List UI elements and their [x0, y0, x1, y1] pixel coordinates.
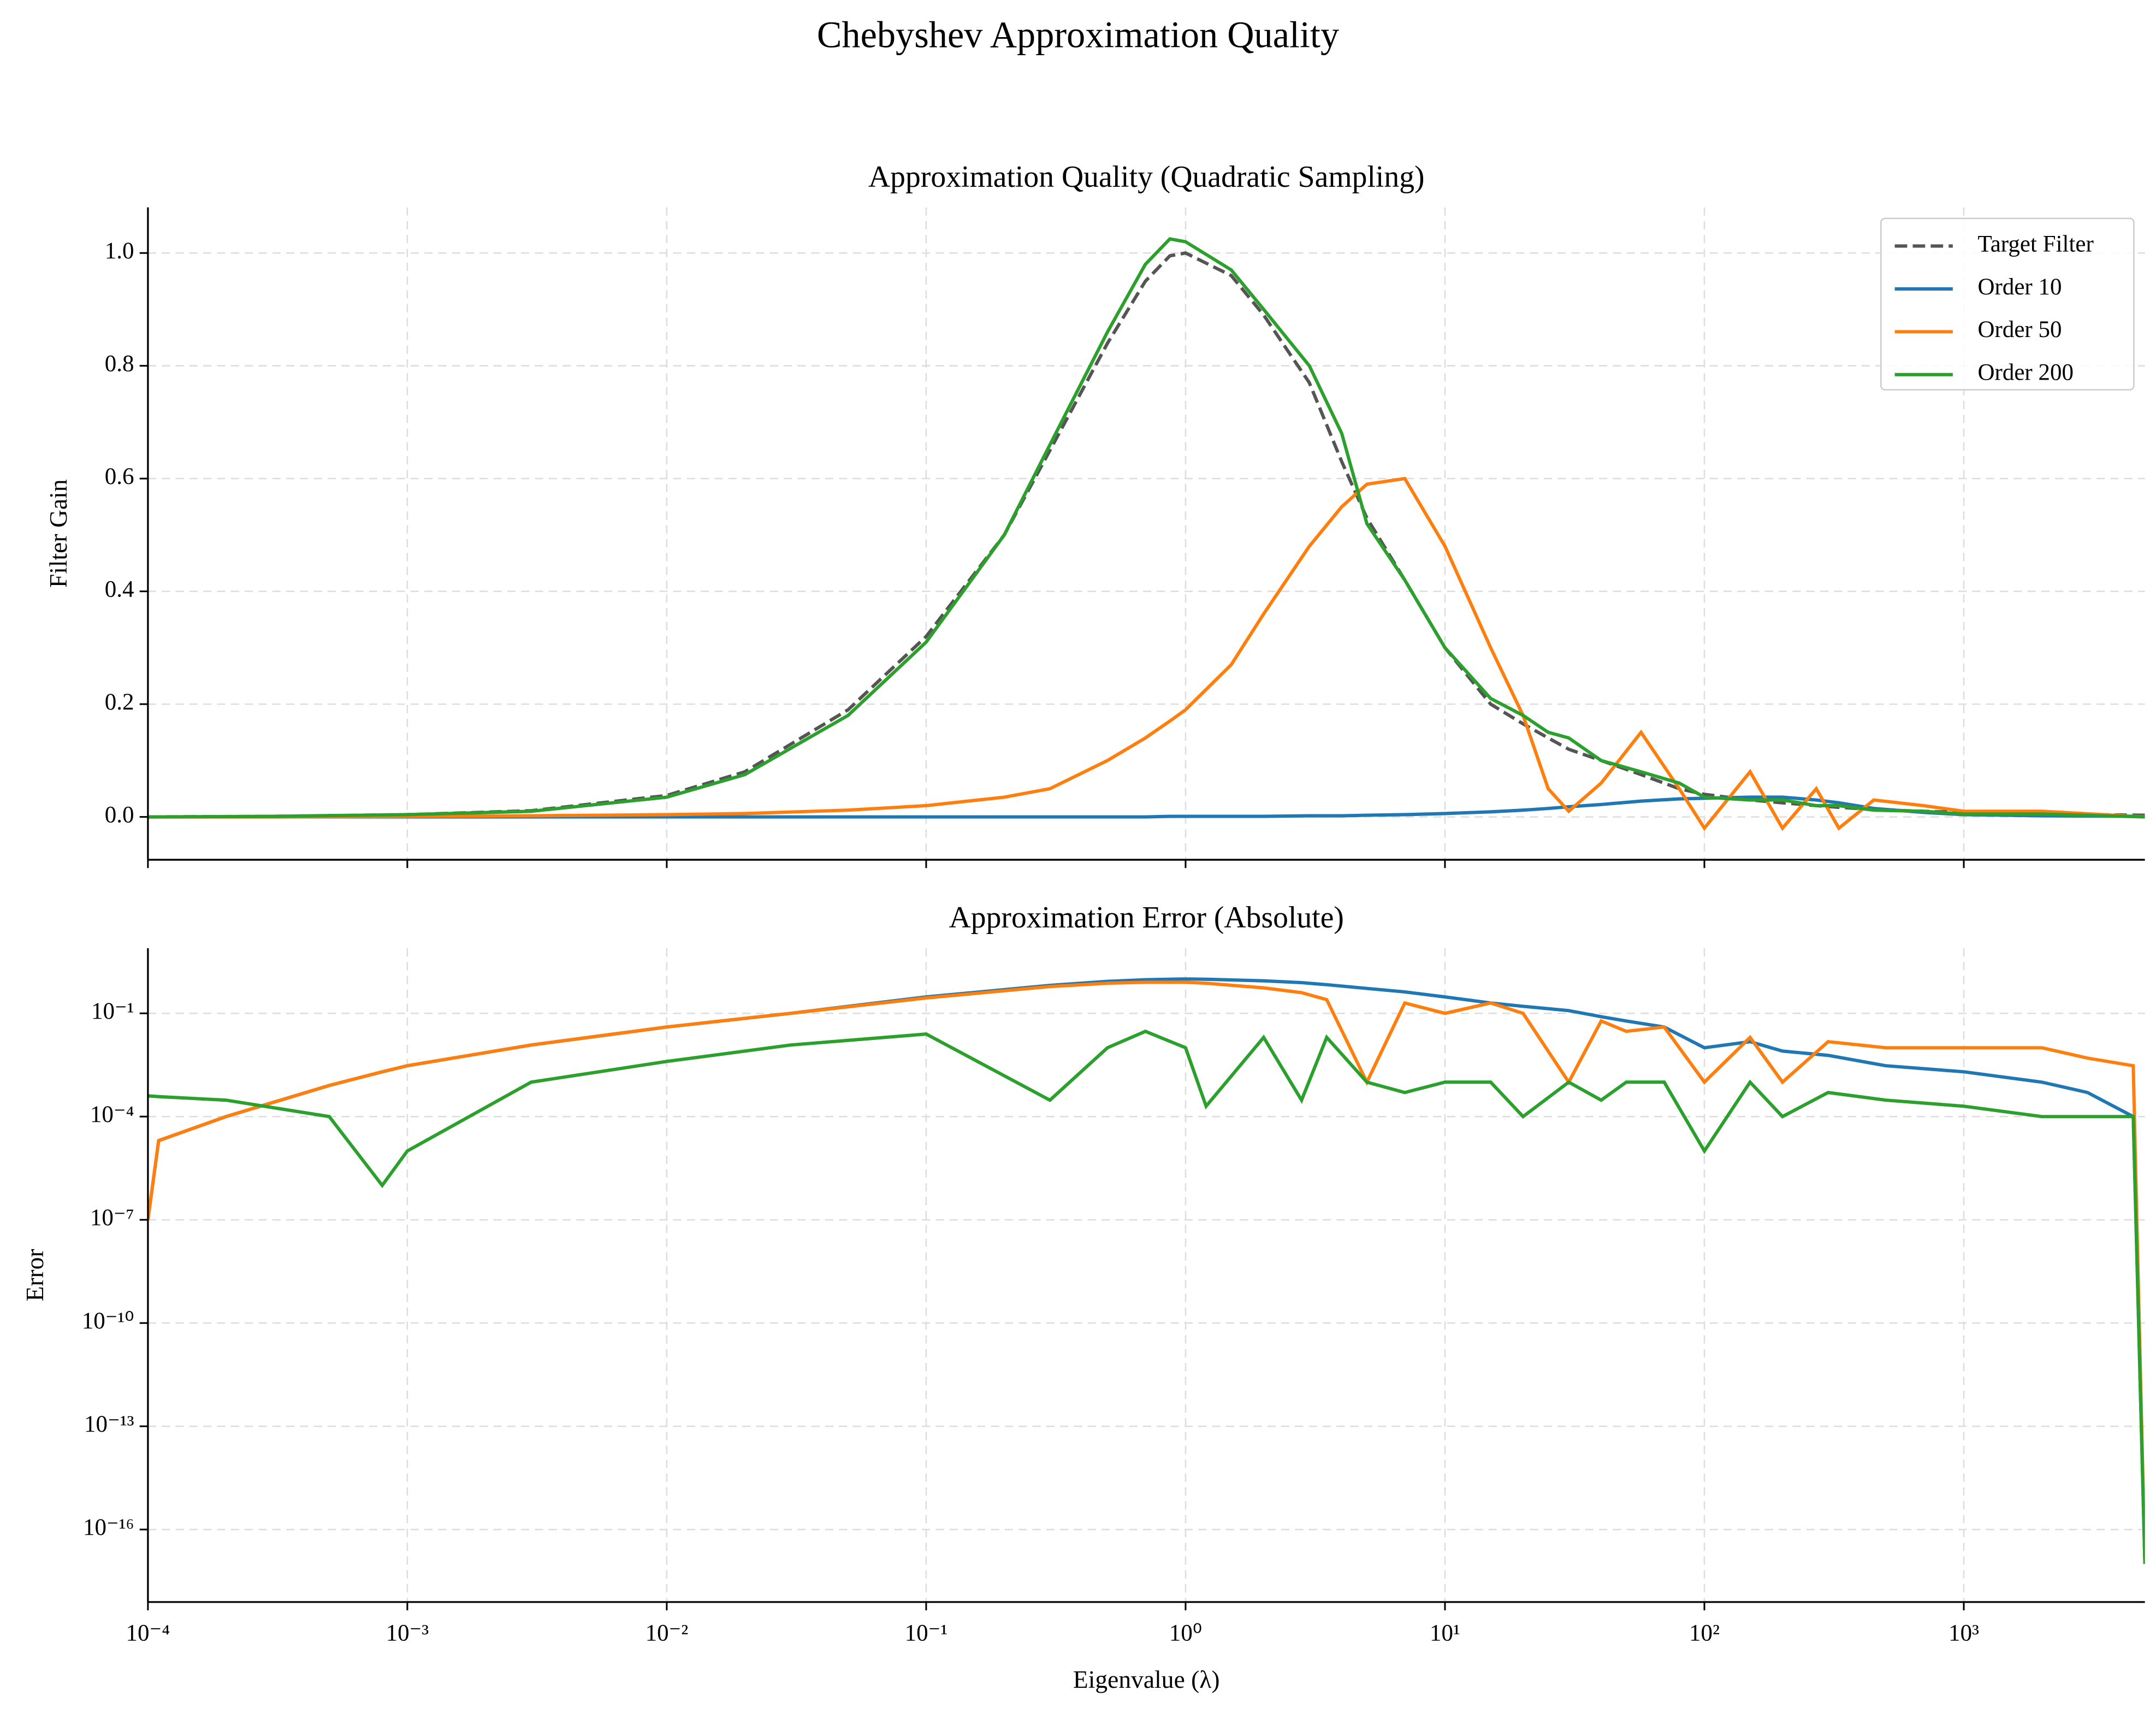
- series-line: [147, 1029, 2145, 1564]
- x-tick-label: 10⁻²: [645, 1621, 689, 1646]
- y-tick-label: 0.4: [105, 577, 134, 602]
- legend-label: Order 10: [1977, 274, 2062, 300]
- y-tick-label: 10⁻⁷: [90, 1205, 134, 1231]
- legend-label: Target Filter: [1977, 231, 2093, 257]
- x-axis-label: Eigenvalue (λ): [1073, 1665, 1220, 1693]
- legend-box: [1880, 217, 2135, 391]
- x-tick-label: 10³: [1948, 1621, 1979, 1646]
- legend-label: Order 200: [1977, 360, 2074, 386]
- chart-title: Approximation Quality (Quadratic Samplin…: [868, 160, 1425, 194]
- x-tick-label: 10⁻³: [386, 1621, 429, 1646]
- y-tick-label: 10⁻¹⁶: [83, 1515, 134, 1540]
- y-tick-label: 10⁻¹: [91, 998, 134, 1024]
- y-tick-label: 10⁻¹³: [84, 1411, 134, 1437]
- y-axis-label: Filter Gain: [44, 479, 72, 588]
- y-tick-label: 0.8: [105, 351, 134, 377]
- x-tick-label: 10⁰: [1169, 1621, 1202, 1646]
- x-tick-label: 10¹: [1430, 1621, 1460, 1646]
- y-tick-label: 1.0: [105, 238, 134, 264]
- y-tick-label: 0.2: [105, 689, 134, 715]
- y-axis-label: Error: [21, 1249, 49, 1301]
- y-tick-label: 10⁻¹⁰: [82, 1308, 134, 1334]
- y-tick-label: 0.6: [105, 464, 134, 489]
- y-tick-label: 10⁻⁴: [90, 1102, 134, 1127]
- x-tick-label: 10⁻¹: [905, 1621, 948, 1646]
- series-line: [147, 237, 2145, 819]
- x-tick-label: 10²: [1689, 1621, 1720, 1646]
- y-tick-label: 0.0: [105, 802, 134, 828]
- series-line: [147, 476, 2145, 831]
- chart-title: Approximation Error (Absolute): [949, 901, 1344, 935]
- legend-label: Order 50: [1977, 317, 2062, 342]
- figure-title: Chebyshev Approximation Quality: [817, 14, 1339, 56]
- x-tick-label: 10⁻⁴: [126, 1621, 170, 1646]
- series-line: [147, 795, 2145, 819]
